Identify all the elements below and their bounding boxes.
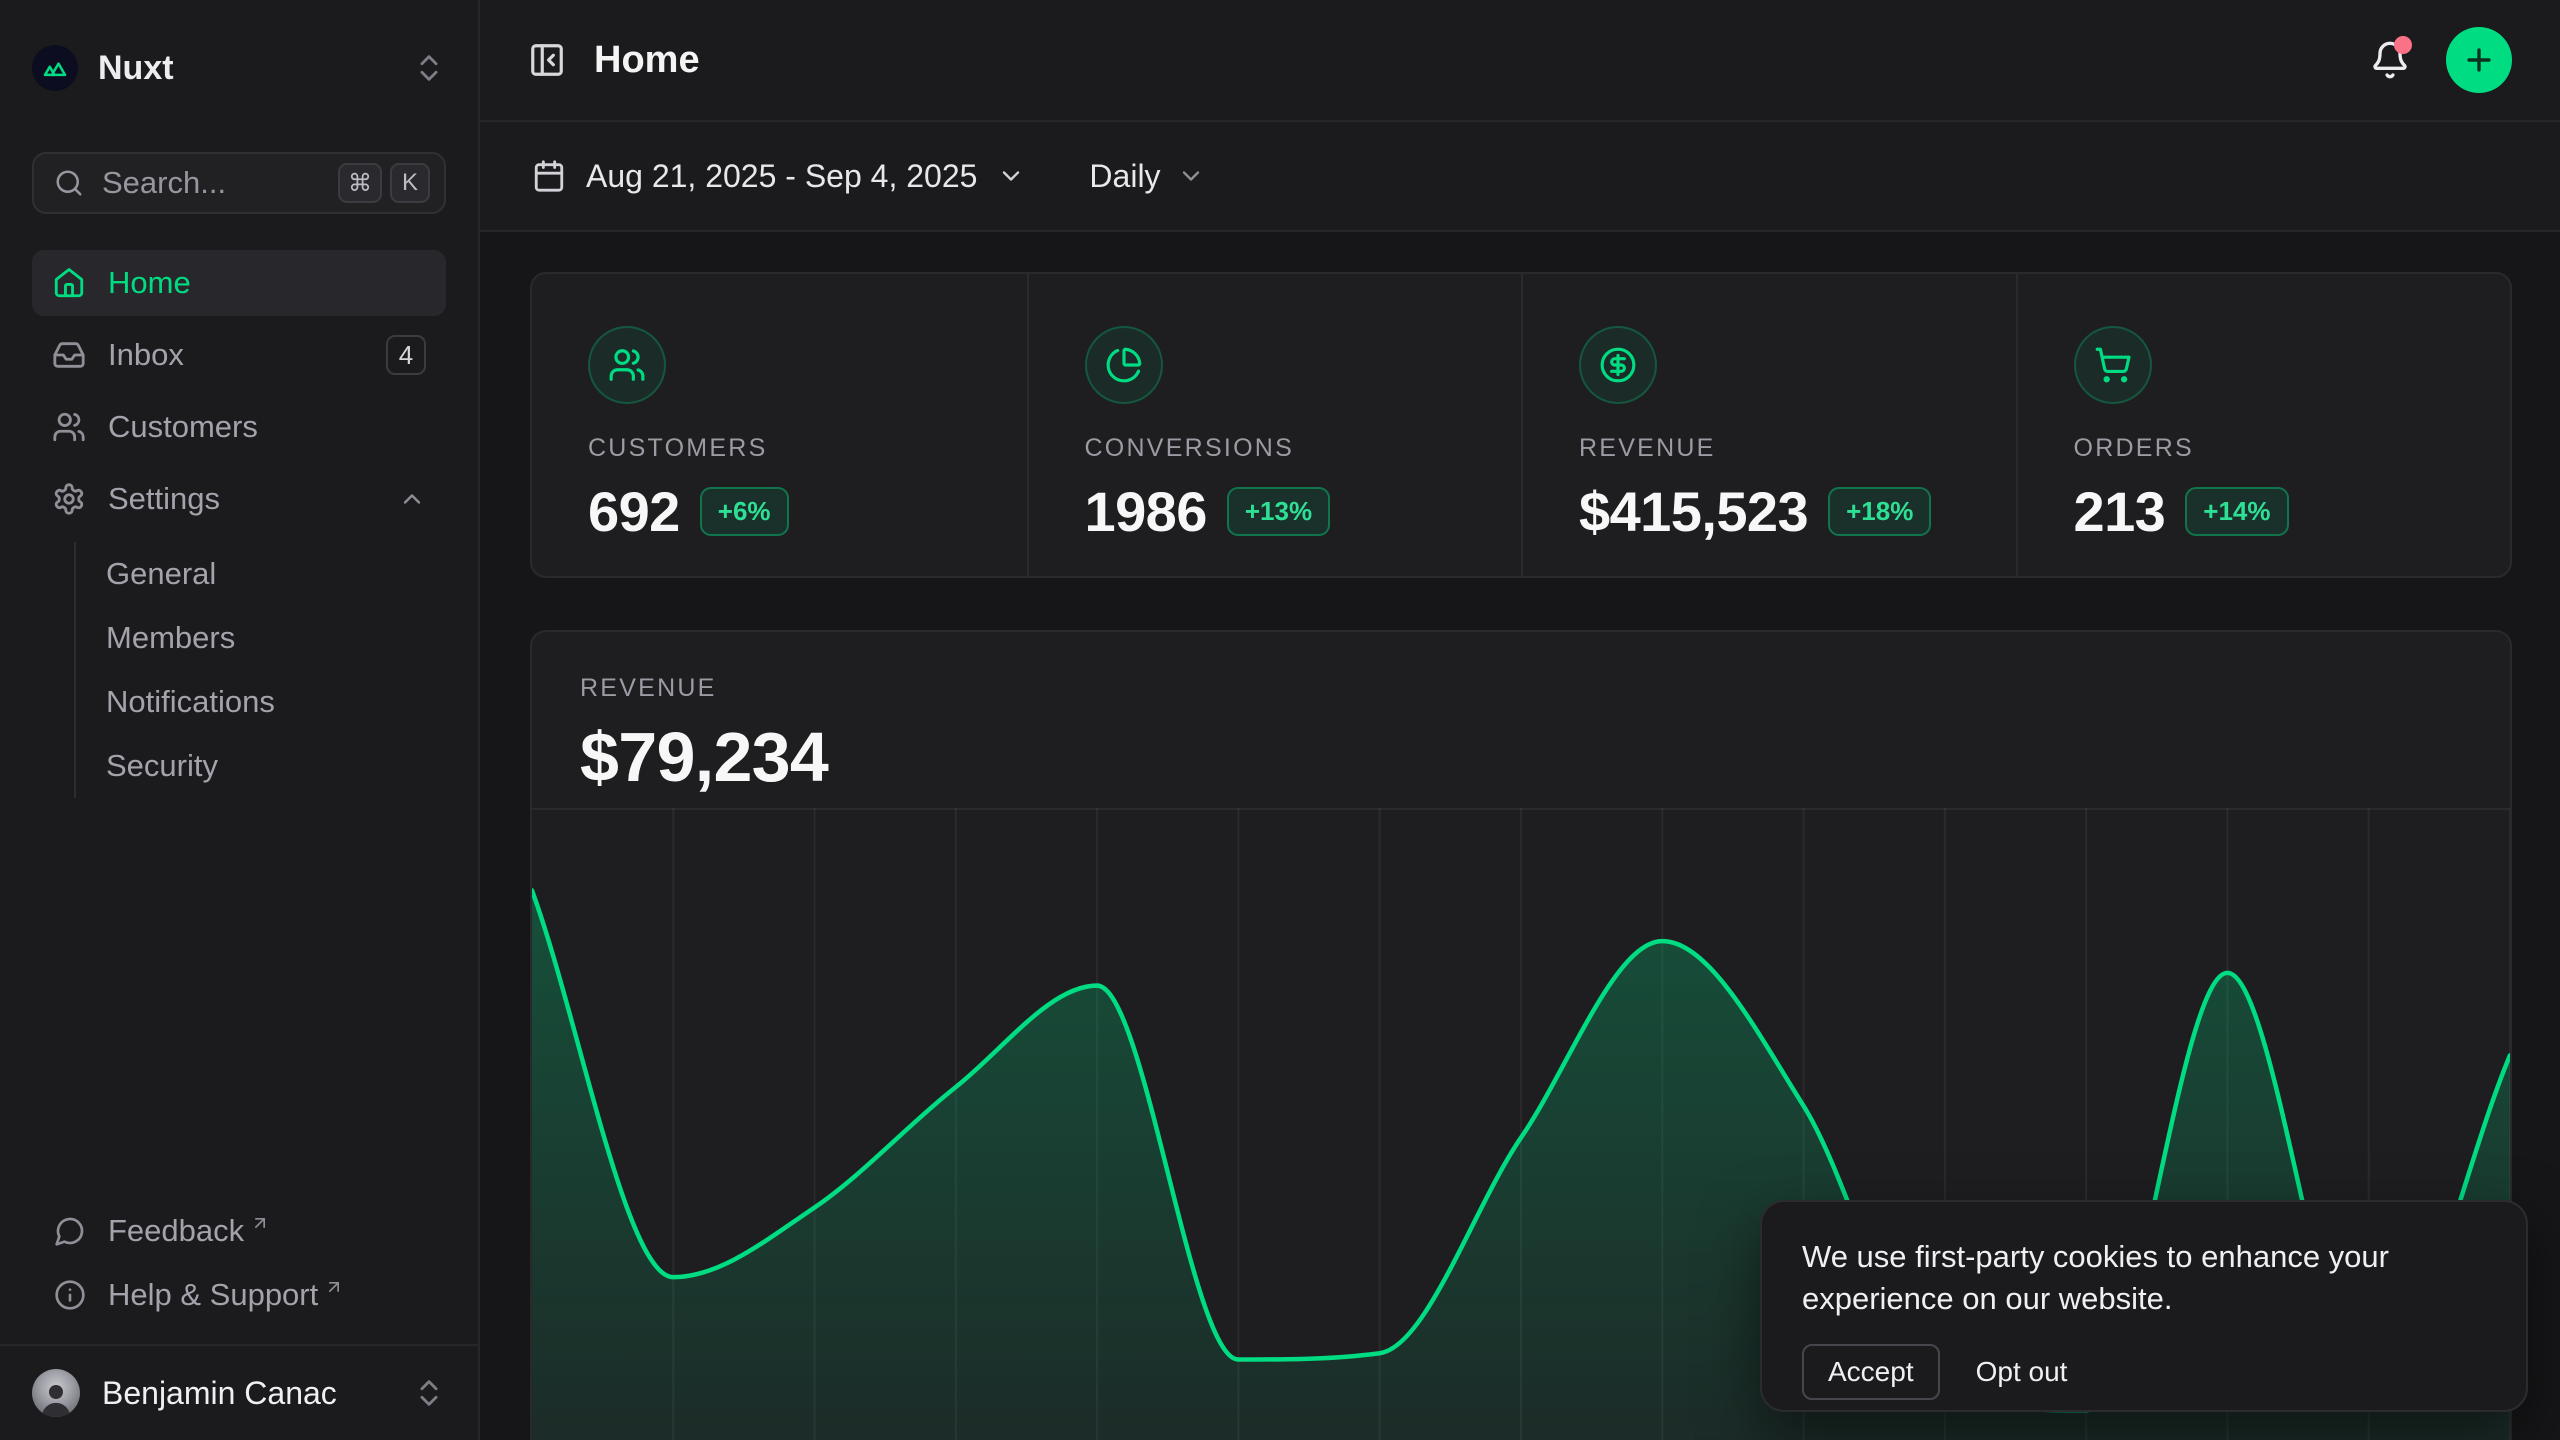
stat-card-customers[interactable]: CUSTOMERS 692 +6% xyxy=(532,274,1027,576)
stat-value: 1986 xyxy=(1084,480,1208,543)
sidebar-item-general[interactable]: General xyxy=(106,556,217,591)
sidebar-item-inbox[interactable]: Inbox 4 xyxy=(32,322,446,388)
chevron-down-icon xyxy=(997,162,1025,190)
optout-cookies-button[interactable]: Opt out xyxy=(1976,1346,2068,1398)
search-icon xyxy=(54,168,84,198)
users-icon xyxy=(588,326,666,404)
dollar-circle-icon xyxy=(1579,326,1657,404)
shopping-cart-icon xyxy=(2073,326,2152,404)
date-range-picker[interactable]: Aug 21, 2025 - Sep 4, 2025 xyxy=(532,158,1025,195)
stats-row: CUSTOMERS 692 +6% CONVERSIONS 1986 +13% … xyxy=(530,272,2512,578)
chevron-down-icon xyxy=(1177,162,1205,190)
stat-delta-badge: +18% xyxy=(1828,487,1932,536)
search-input[interactable]: Search... ⌘ K xyxy=(32,152,446,214)
page-header: Home xyxy=(480,0,2560,122)
stat-value: 692 xyxy=(588,480,680,543)
stat-card-orders[interactable]: ORDERS 213 +14% xyxy=(2015,274,2511,576)
cookie-message: We use first-party cookies to enhance yo… xyxy=(1802,1239,2389,1316)
cookie-consent-toast: We use first-party cookies to enhance yo… xyxy=(1760,1200,2528,1412)
sidebar-item-label: Home xyxy=(108,265,191,300)
feedback-link[interactable]: Feedback xyxy=(32,1202,446,1260)
nuxt-logo-icon xyxy=(32,45,78,91)
sidebar-item-settings[interactable]: Settings xyxy=(32,466,446,532)
page-title: Home xyxy=(594,38,700,81)
sidebar-nav: Home Inbox 4 Customers xyxy=(32,250,446,798)
sidebar-item-label: Inbox xyxy=(108,337,184,372)
users-icon xyxy=(52,410,86,444)
stat-card-revenue[interactable]: REVENUE $415,523 +18% xyxy=(1521,274,2016,576)
info-circle-icon xyxy=(54,1279,86,1311)
sidebar-item-customers[interactable]: Customers xyxy=(32,394,446,460)
stat-delta-badge: +14% xyxy=(2185,487,2289,536)
filters-toolbar: Aug 21, 2025 - Sep 4, 2025 Daily xyxy=(480,122,2560,232)
pie-chart-icon xyxy=(1084,326,1163,404)
message-circle-icon xyxy=(54,1215,86,1247)
granularity-select[interactable]: Daily xyxy=(1089,158,1204,195)
settings-subnav: General Members Notifications Security xyxy=(74,542,446,798)
sidebar-item-label: Customers xyxy=(108,409,258,444)
user-menu[interactable]: Benjamin Canac xyxy=(0,1344,478,1440)
arrow-up-right-icon xyxy=(324,1277,344,1297)
help-support-link[interactable]: Help & Support xyxy=(32,1266,446,1324)
stat-value: $415,523 xyxy=(1579,480,1809,543)
stat-label: REVENUE xyxy=(1579,434,1716,462)
chevrons-up-down-icon xyxy=(412,51,446,85)
kbd-k: K xyxy=(390,163,430,203)
sidebar-item-members[interactable]: Members xyxy=(106,620,236,655)
avatar xyxy=(32,1369,80,1417)
sidebar-item-home[interactable]: Home xyxy=(32,250,446,316)
plus-icon xyxy=(2467,48,2491,72)
granularity-value: Daily xyxy=(1089,157,1161,194)
sidebar-item-label: Settings xyxy=(108,481,221,516)
calendar-icon xyxy=(532,159,566,193)
stat-delta-badge: +6% xyxy=(699,487,789,536)
notifications-button[interactable] xyxy=(2370,36,2412,80)
chart-line xyxy=(532,888,2510,1413)
sidebar: Nuxt Search... ⌘ K Home xyxy=(0,0,480,1440)
revenue-chart-value: $79,234 xyxy=(580,718,829,796)
stat-card-conversions[interactable]: CONVERSIONS 1986 +13% xyxy=(1026,274,1522,576)
chevrons-up-down-icon xyxy=(412,1376,446,1410)
stat-label: CUSTOMERS xyxy=(588,434,768,462)
arrow-up-right-icon xyxy=(250,1213,270,1233)
inbox-count-badge: 4 xyxy=(386,335,426,375)
collapse-sidebar-button[interactable] xyxy=(528,41,566,79)
sidebar-item-notifications[interactable]: Notifications xyxy=(106,684,275,719)
workspace-name: Nuxt xyxy=(98,48,174,87)
revenue-area-chart[interactable] xyxy=(532,808,2510,1440)
stat-label: ORDERS xyxy=(2073,434,2194,462)
sidebar-item-security[interactable]: Security xyxy=(106,748,218,783)
workspace-switcher[interactable]: Nuxt xyxy=(32,36,446,100)
revenue-chart-label: REVENUE xyxy=(580,674,717,702)
stat-label: CONVERSIONS xyxy=(1084,434,1295,462)
stat-delta-badge: +13% xyxy=(1226,487,1331,536)
chevron-up-icon xyxy=(398,485,426,513)
sidebar-footer-links: Feedback Help & Support xyxy=(0,1202,478,1344)
search-placeholder: Search... xyxy=(102,165,227,200)
accept-cookies-button[interactable]: Accept xyxy=(1802,1344,1940,1400)
kbd-meta: ⌘ xyxy=(338,163,382,203)
add-button[interactable] xyxy=(2446,27,2512,93)
user-name: Benjamin Canac xyxy=(102,1374,337,1411)
gear-icon xyxy=(52,482,86,516)
date-range-value: Aug 21, 2025 - Sep 4, 2025 xyxy=(586,157,978,194)
notification-dot xyxy=(2394,36,2412,54)
inbox-icon xyxy=(52,338,86,372)
house-icon xyxy=(52,266,86,300)
stat-value: 213 xyxy=(2073,480,2166,543)
chart-area-fill xyxy=(532,890,2510,1440)
